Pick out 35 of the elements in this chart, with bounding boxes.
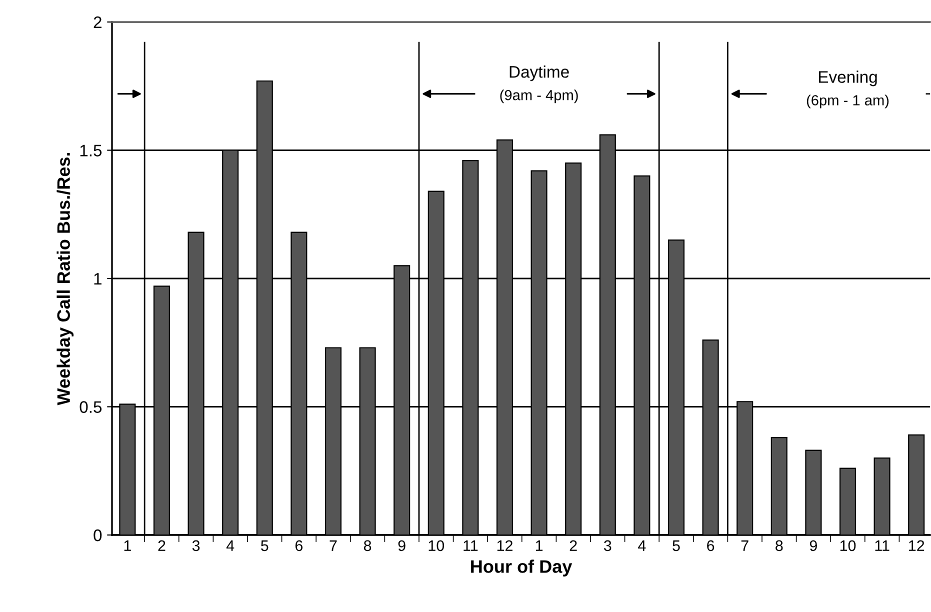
x-tick-label: 4 — [638, 540, 646, 551]
x-tick-label: 6 — [295, 540, 303, 552]
x-tick-label: 11 — [464, 540, 478, 551]
x-tick-label: 3 — [604, 540, 612, 552]
x-tick-label: 10 — [428, 540, 444, 552]
x-tick-label: 7 — [741, 540, 748, 551]
y-tick-label: 1 — [94, 273, 102, 285]
x-tick-label: 12 — [909, 540, 924, 551]
x-tick-label: 5 — [672, 540, 680, 552]
x-tick-label: 8 — [364, 540, 372, 552]
x-tick-label: 1 — [124, 540, 131, 551]
y-axis-title: Weekday Call Ratio Bus./Res. — [56, 152, 74, 406]
annotation: Evening — [819, 70, 877, 86]
x-axis-title: Hour of Day — [471, 560, 572, 576]
x-tick-label: 12 — [497, 540, 512, 551]
x-tick-label: 11 — [875, 540, 890, 551]
x-tick-label: 2 — [570, 540, 577, 551]
x-tick-label: 4 — [226, 540, 234, 551]
annotation: (9am - 4pm) — [500, 90, 578, 104]
x-tick-label: 9 — [810, 540, 817, 552]
y-tick-label: 2 — [94, 16, 102, 28]
x-tick-label: 8 — [776, 540, 783, 552]
x-tick-label: 2 — [158, 540, 166, 551]
y-tick-label: 0.5 — [80, 401, 102, 413]
y-tick-label: 1.5 — [80, 144, 102, 156]
x-tick-label: 10 — [840, 540, 856, 552]
x-tick-label: 5 — [261, 540, 268, 552]
x-tick-label: 3 — [192, 540, 200, 552]
annotation: Daytime — [510, 66, 569, 82]
x-tick-label: 7 — [330, 540, 337, 551]
y-tick-label: 0 — [94, 529, 102, 542]
x-tick-label: 6 — [707, 540, 714, 552]
annotation: (6pm - 1 am) — [806, 94, 889, 108]
x-tick-label: 1 — [536, 540, 543, 551]
x-tick-label: 9 — [398, 540, 406, 552]
